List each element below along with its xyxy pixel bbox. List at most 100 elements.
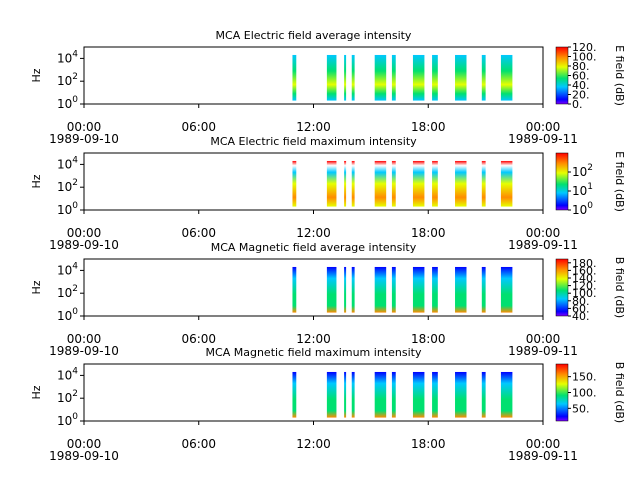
colorbar-tick-label: 140. (572, 272, 597, 285)
colorbar-tick-label: 100. (572, 287, 597, 300)
data-segment (412, 54, 425, 101)
x-tick-label: 18:00 (411, 120, 446, 134)
data-segment (344, 54, 347, 101)
data-segment (351, 54, 355, 101)
data-segment (374, 54, 387, 101)
x-tick-label: 00:00 (67, 120, 102, 134)
colorbar (555, 46, 569, 105)
data-segment (500, 54, 513, 101)
data-segment (374, 160, 387, 207)
data-segment (391, 266, 396, 313)
colorbar-tick-label: 150. (572, 371, 597, 384)
data-segment (481, 54, 486, 101)
x-tick-label: 00:00 (67, 226, 102, 240)
data-segment (292, 266, 297, 313)
data-segment (500, 160, 513, 207)
colorbar (555, 152, 569, 211)
data-segment (455, 54, 467, 101)
data-segment (326, 371, 337, 418)
y-tick-label: 104 (57, 155, 78, 171)
x-tick-date-label: 1989-09-11 (508, 344, 578, 358)
data-segment (351, 371, 355, 418)
chart-panel-1: MCA Electric field average intensity 100 1… (30, 29, 626, 146)
data-segment (500, 371, 513, 418)
chart-title: MCA Magnetic field maximum intensity (206, 346, 422, 359)
x-tick-label: 06:00 (181, 120, 216, 134)
x-tick-label: 18:00 (411, 226, 446, 240)
plot-frame (83, 258, 544, 317)
colorbar-tick-label: 120. (572, 41, 597, 54)
y-axis-label: Hz (30, 280, 43, 294)
colorbar-tick-label: 100. (572, 387, 597, 400)
x-tick-date-label: 1989-09-10 (49, 238, 119, 252)
data-segment (292, 371, 297, 418)
y-tick-label: 102 (57, 389, 78, 405)
colorbar-tick-label: 100. (572, 51, 597, 64)
data-segment (351, 266, 355, 313)
colorbar-tick-label: 40. (572, 310, 590, 323)
data-segment (432, 371, 438, 418)
colorbar-tick-label: 80. (572, 295, 590, 308)
y-tick-label: 100 (57, 95, 78, 111)
colorbar (555, 258, 569, 317)
x-tick-label: 00:00 (526, 120, 561, 134)
data-segment (326, 54, 337, 101)
x-tick-label: 00:00 (67, 332, 102, 346)
colorbar-tick-label: 60. (572, 302, 590, 315)
data-segment (412, 266, 425, 313)
plot-frame (83, 152, 544, 211)
colorbar-tick-label: 100 (572, 201, 593, 217)
y-tick-label: 100 (57, 201, 78, 217)
colorbar-label: B field (dB) (613, 257, 626, 318)
plot-frame (83, 46, 544, 105)
data-segment (344, 266, 347, 313)
data-segment (500, 266, 513, 313)
data-segment (391, 54, 396, 101)
x-tick-label: 00:00 (67, 437, 102, 451)
colorbar-tick-label: 60. (572, 70, 590, 83)
x-tick-label: 06:00 (181, 226, 216, 240)
y-tick-label: 100 (57, 412, 78, 428)
x-tick-label: 12:00 (296, 332, 331, 346)
colorbar-tick-label: 40. (572, 79, 590, 92)
colorbar-tick-label: 50. (572, 402, 590, 415)
y-tick-label: 102 (57, 178, 78, 194)
data-segment (481, 371, 486, 418)
data-segment (432, 160, 438, 207)
data-segment (432, 266, 438, 313)
y-axis-label: Hz (30, 174, 43, 188)
data-segment (374, 266, 387, 313)
colorbar-tick-label: 101 (572, 182, 593, 198)
colorbar-tick-label: 120. (572, 280, 597, 293)
chart-title: MCA Electric field maximum intensity (210, 135, 417, 148)
x-tick-label: 18:00 (411, 437, 446, 451)
data-segment (326, 266, 337, 313)
chart-panel-3: MCA Magnetic field average intensity 100 1… (30, 241, 626, 358)
colorbar-tick-label: 102 (572, 163, 593, 179)
x-tick-label: 06:00 (181, 437, 216, 451)
data-segment (412, 371, 425, 418)
x-tick-label: 00:00 (526, 226, 561, 240)
colorbar-tick-label: 0. (572, 98, 583, 111)
x-tick-label: 12:00 (296, 226, 331, 240)
x-tick-label: 12:00 (296, 120, 331, 134)
x-tick-date-label: 1989-09-11 (508, 132, 578, 146)
chart-title: MCA Electric field average intensity (216, 29, 412, 42)
colorbar-tick-label: 160. (572, 264, 597, 277)
data-segment (326, 160, 337, 207)
data-segment (455, 266, 467, 313)
data-segment (455, 160, 467, 207)
y-tick-label: 104 (57, 49, 78, 65)
data-segment (292, 160, 297, 207)
colorbar-tick-label: 180. (572, 257, 597, 270)
x-tick-label: 06:00 (181, 332, 216, 346)
y-tick-label: 104 (57, 261, 78, 277)
x-tick-date-label: 1989-09-11 (508, 238, 578, 252)
x-tick-label: 00:00 (526, 437, 561, 451)
x-tick-label: 12:00 (296, 437, 331, 451)
y-axis-label: Hz (30, 68, 43, 82)
x-tick-date-label: 1989-09-10 (49, 449, 119, 463)
x-tick-date-label: 1989-09-10 (49, 132, 119, 146)
data-segment (344, 371, 347, 418)
